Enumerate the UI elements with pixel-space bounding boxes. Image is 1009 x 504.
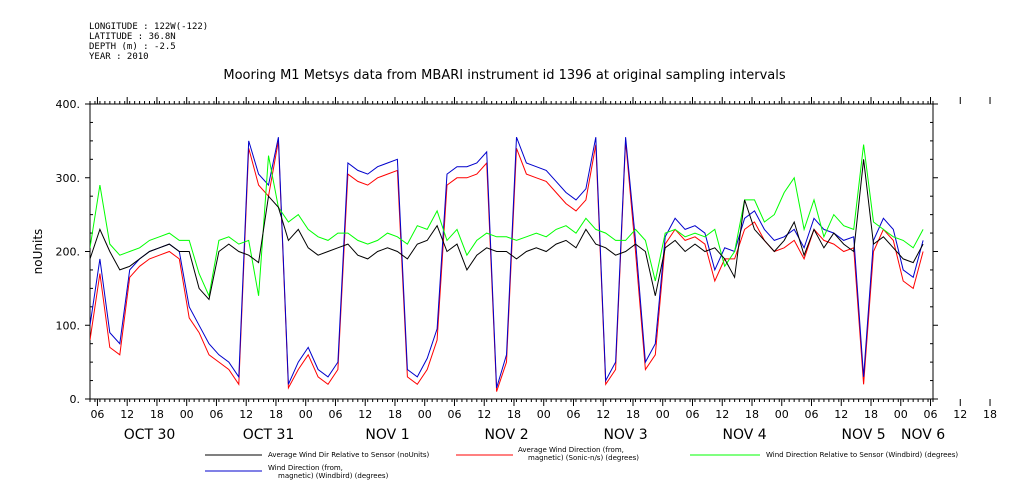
x-hour-tick-label: 12 <box>477 408 491 421</box>
legend-label-line: Average Wind Direction (from, <box>518 446 624 454</box>
x-hour-tick-label: 12 <box>834 408 848 421</box>
x-hour-tick-label: 18 <box>507 408 521 421</box>
x-hour-tick-label: 06 <box>90 408 104 421</box>
legend-label: Average Wind Direction (from, magnetic) (… <box>518 446 639 462</box>
x-hour-tick-label: 18 <box>745 408 759 421</box>
legend-label: Average Wind Dir Relative to Sensor (noU… <box>268 451 429 459</box>
latitude-label: LATITUDE : 36.8N <box>89 32 176 42</box>
series-line-1 <box>90 140 924 392</box>
x-hour-tick-label: 12 <box>715 408 729 421</box>
legend-label-line: Wind Direction Relative to Sensor (Windb… <box>766 451 958 459</box>
x-hour-tick-label: 00 <box>537 408 551 421</box>
x-date-label: OCT 30 <box>124 427 176 443</box>
x-hour-tick-label: 18 <box>983 408 997 421</box>
x-hour-tick-label: 06 <box>447 408 461 421</box>
series-line-0 <box>90 159 924 301</box>
x-hour-tick-label: 00 <box>894 408 908 421</box>
x-date-label: NOV 3 <box>603 427 647 443</box>
x-hour-tick-label: 18 <box>864 408 878 421</box>
x-hour-tick-label: 18 <box>388 408 402 421</box>
x-hour-tick-label: 12 <box>239 408 253 421</box>
x-date-label: NOV 2 <box>484 427 528 443</box>
x-date-label: NOV 4 <box>722 427 766 443</box>
chart-title: Mooring M1 Metsys data from MBARI instru… <box>223 68 786 83</box>
legend-label-line: magnetic) (Sonic-n/s) (degrees) <box>528 454 639 462</box>
x-date-label: OCT 31 <box>243 427 295 443</box>
x-hour-tick-label: 18 <box>269 408 283 421</box>
x-date-label: NOV 1 <box>365 427 409 443</box>
x-hour-tick-label: 12 <box>358 408 372 421</box>
x-hour-tick-label: 06 <box>328 408 342 421</box>
depth-label: DEPTH (m) : -2.5 <box>89 42 176 52</box>
y-axis-label: noUnits <box>31 229 45 275</box>
x-hour-tick-label: 00 <box>299 408 313 421</box>
y-tick-label: 300. <box>56 172 81 185</box>
y-tick-label: 400. <box>56 98 81 111</box>
series-line-3 <box>90 137 924 389</box>
x-hour-tick-label: 06 <box>805 408 819 421</box>
x-hour-tick-label: 12 <box>120 408 134 421</box>
x-hour-tick-label: 06 <box>209 408 223 421</box>
x-hour-tick-label: 00 <box>775 408 789 421</box>
y-tick-label: 200. <box>56 246 81 259</box>
y-tick-label: 100. <box>56 319 81 332</box>
x-hour-tick-label: 06 <box>924 408 938 421</box>
x-hour-tick-label: 06 <box>685 408 699 421</box>
x-hour-tick-label: 18 <box>626 408 640 421</box>
x-hour-tick-label: 00 <box>656 408 670 421</box>
longitude-label: LONGITUDE : 122W(-122) <box>89 22 209 32</box>
x-date-label: NOV 5 <box>841 427 885 443</box>
series-line-2 <box>90 144 924 298</box>
x-date-label: NOV 6 <box>901 427 945 443</box>
x-hour-tick-label: 06 <box>566 408 580 421</box>
legend-label-line: magnetic) (Windbird) (degrees) <box>278 472 389 480</box>
year-label: YEAR : 2010 <box>89 52 149 62</box>
x-hour-tick-label: 00 <box>418 408 432 421</box>
y-tick-label: 0. <box>70 393 81 406</box>
x-hour-tick-label: 12 <box>596 408 610 421</box>
x-hour-tick-label: 12 <box>953 408 967 421</box>
x-hour-tick-label: 18 <box>150 408 164 421</box>
x-hour-tick-label: 00 <box>180 408 194 421</box>
legend-label: Wind Direction (from, magnetic) (Windbird… <box>268 464 389 480</box>
legend-label-line: Wind Direction (from, <box>268 464 343 472</box>
legend-label-line: Average Wind Dir Relative to Sensor (noU… <box>268 451 429 459</box>
legend-label: Wind Direction Relative to Sensor (Windb… <box>766 451 958 459</box>
